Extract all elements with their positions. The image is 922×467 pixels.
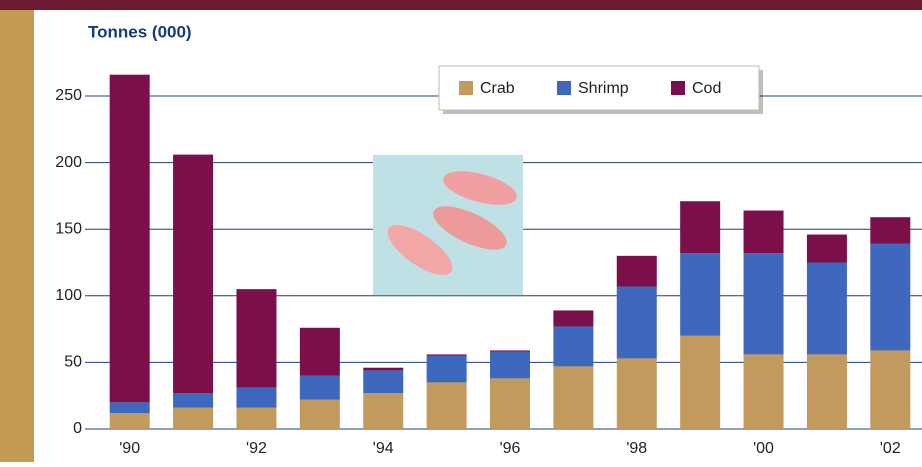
shrimp-shape (433, 206, 507, 250)
bar-segment (490, 351, 530, 379)
y-tick-label: 150 (55, 220, 82, 237)
bar-segment (173, 154, 214, 394)
bar-segment (616, 286, 657, 359)
x-tick-label: '90 (119, 440, 140, 457)
bar-segment (870, 350, 911, 429)
shrimp-shape (387, 224, 453, 276)
legend-label: Crab (480, 80, 515, 97)
bar-segment (743, 354, 784, 429)
bar-segment (173, 393, 214, 408)
legend-box (438, 65, 760, 111)
bar-segment (553, 366, 594, 429)
y-tick-label: 200 (55, 154, 82, 171)
bar-segment (806, 234, 847, 263)
bar-segment (236, 289, 277, 388)
legend-label: Shrimp (578, 80, 629, 97)
bar-segment (870, 217, 911, 244)
x-tick-label: '92 (246, 440, 267, 457)
top-band (0, 0, 922, 10)
bar-segment (109, 413, 150, 429)
legend-label: Cod (692, 80, 721, 97)
bar-segment (680, 201, 721, 254)
bar-segment (553, 310, 594, 327)
x-tick-label: '94 (373, 440, 394, 457)
bar-segment (173, 407, 214, 429)
legend-swatch (557, 81, 571, 95)
bar-segment (109, 402, 150, 414)
legend: Crab Shrimp Cod (438, 65, 763, 114)
chart-title: Tonnes (000) (88, 22, 192, 41)
bar-segment (680, 253, 721, 336)
bar-segment (490, 350, 530, 352)
bar-segment (363, 370, 404, 394)
bar-segment (616, 255, 657, 287)
bar-segment (299, 399, 340, 429)
x-tick-label: '02 (880, 440, 901, 457)
bar-segment (236, 387, 277, 408)
y-tick-label: 0 (73, 420, 82, 437)
bar-segment (806, 354, 847, 429)
bar-segment (426, 354, 467, 356)
bar-segment (680, 335, 721, 429)
bar-segment (426, 382, 467, 429)
x-tick-label: '00 (753, 440, 774, 457)
bar-segment (299, 327, 340, 376)
bar-segment (616, 358, 657, 429)
bar-segment (299, 375, 340, 400)
bar-segment (553, 326, 594, 367)
shrimp-shape (443, 171, 517, 205)
bar-segment (743, 253, 784, 355)
side-band (0, 10, 34, 462)
bar-segment (236, 407, 277, 429)
x-tick-label: '96 (500, 440, 521, 457)
y-tick-label: 250 (55, 87, 82, 104)
shrimp-photo (373, 155, 523, 295)
bar-segment (743, 210, 784, 254)
bar-segment (363, 367, 404, 371)
legend-swatch (671, 81, 685, 95)
bar-segment (363, 393, 404, 429)
bar-segment (109, 74, 150, 403)
y-tick-label: 50 (64, 354, 82, 371)
y-tick-label: 100 (55, 287, 82, 304)
bar-segment (490, 378, 530, 429)
x-tick-label: '98 (626, 440, 647, 457)
bar-segment (426, 355, 467, 383)
legend-swatch (459, 81, 473, 95)
bar-segment (870, 243, 911, 351)
bar-segment (806, 262, 847, 355)
